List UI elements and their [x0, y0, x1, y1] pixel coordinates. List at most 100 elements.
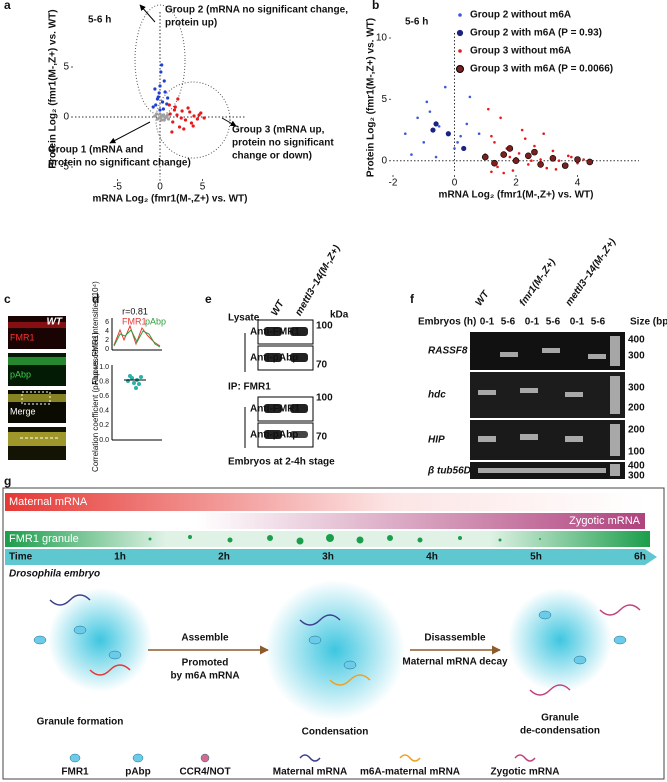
point: [527, 163, 530, 166]
section-label: Lysate: [228, 313, 260, 324]
tick-label: 0.6: [99, 393, 109, 400]
point: [186, 106, 190, 110]
point: [445, 131, 451, 137]
channel-label: pAbp: [10, 369, 31, 379]
step: by m6A mRNA: [170, 671, 239, 682]
point: [545, 166, 549, 170]
tick-label: 0.8: [99, 378, 109, 385]
point: [566, 154, 570, 158]
hour: 4h: [426, 552, 438, 563]
point: [159, 70, 163, 74]
point: [481, 153, 489, 161]
group-label: protein up): [165, 18, 217, 29]
legend-label: Group 3 without m6A: [470, 46, 571, 57]
point: [171, 120, 175, 124]
lane-label: WT: [269, 298, 287, 318]
point: [487, 107, 490, 111]
legend-label: m6A-maternal mRNA: [360, 767, 460, 778]
point: [524, 152, 532, 160]
hour: 6h: [634, 552, 646, 563]
point: [410, 153, 413, 156]
point: [508, 155, 512, 159]
row-label: Embryos (h): [418, 317, 476, 328]
annotation: 5-6 h: [405, 17, 428, 28]
point: [191, 124, 195, 128]
point: [523, 137, 527, 140]
point: [537, 161, 544, 168]
point: [437, 125, 441, 128]
point: [570, 155, 573, 159]
point: [554, 168, 558, 171]
y-axis-title: Protein Log₂ (fmr1(M-,Z+) vs. WT): [48, 9, 59, 168]
point: [490, 170, 493, 174]
gene: RASSF8: [428, 346, 468, 357]
x-tick-label: 5: [200, 182, 206, 193]
x-tick-label: 2: [513, 178, 519, 189]
point: [202, 116, 206, 120]
x-tick-label: 4: [575, 178, 581, 189]
point: [517, 152, 521, 155]
point: [493, 141, 496, 144]
point: [434, 155, 438, 159]
group-label: Group 1 (mRNA and: [48, 145, 143, 156]
y-tick-label: 0: [381, 155, 387, 166]
point: [542, 132, 545, 136]
legend-label: FMR1: [61, 767, 89, 778]
legend-marker: [458, 49, 462, 53]
size: 400: [628, 461, 645, 472]
x-tick-label: -5: [113, 182, 122, 193]
stage: Granule formation: [37, 717, 124, 728]
point: [551, 149, 555, 153]
y-tick-label: 5: [381, 94, 387, 105]
genotype: mettl3−14(M-,Z+): [564, 236, 619, 308]
x-tick-label: 0: [157, 182, 163, 193]
panel-label: b: [372, 0, 379, 12]
point: [167, 103, 171, 107]
stage: Granule: [541, 713, 579, 724]
group-label: Group 3 (mRNA up,: [232, 125, 325, 136]
hour: 3h: [322, 552, 334, 563]
point: [163, 90, 167, 94]
gene: β tub56D: [427, 466, 471, 477]
point: [557, 159, 561, 163]
point: [173, 105, 177, 109]
point: [549, 154, 557, 162]
size: 100: [628, 447, 645, 458]
tick-label: 4: [105, 328, 109, 335]
legend-label: FMR1: [122, 316, 147, 326]
panel-label: f: [410, 292, 415, 306]
hour: 5h: [530, 552, 542, 563]
tick-label: 0.4: [99, 408, 109, 415]
bar-label: FMR1 granule: [9, 533, 79, 545]
step: Assemble: [181, 633, 229, 644]
footer: Embryos at 2-4h stage: [228, 457, 335, 468]
panel-label: d: [92, 292, 99, 306]
point: [165, 102, 169, 106]
tick-label: 0: [105, 346, 109, 353]
point: [162, 118, 166, 122]
x-axis-title: mRNA Log₂ (fmr1(M-,Z+) vs. WT): [439, 190, 594, 201]
point: [531, 148, 538, 156]
point: [502, 171, 506, 175]
point: [586, 158, 594, 166]
point: [404, 132, 407, 136]
point: [490, 134, 493, 138]
group-label: change or down): [232, 151, 312, 162]
tick-label: 2: [105, 337, 109, 344]
point: [511, 169, 515, 172]
point: [157, 116, 161, 120]
channel-label: FMR1: [10, 332, 35, 342]
point: [465, 122, 469, 126]
legend-label: Group 2 with m6A (P = 0.93): [470, 28, 602, 39]
legend-label: pAbp: [125, 767, 151, 778]
point: [496, 165, 499, 169]
point: [160, 100, 165, 104]
tick-label: 1.0: [99, 364, 109, 371]
hour: 1h: [114, 552, 126, 563]
point: [533, 144, 536, 148]
panel-label: e: [205, 292, 212, 306]
stage: de-condensation: [520, 726, 600, 737]
marker: 100: [316, 393, 333, 404]
point: [164, 115, 168, 119]
y-axis-title: Correlation coefficient (pAbp vs. FMR1): [91, 332, 100, 472]
